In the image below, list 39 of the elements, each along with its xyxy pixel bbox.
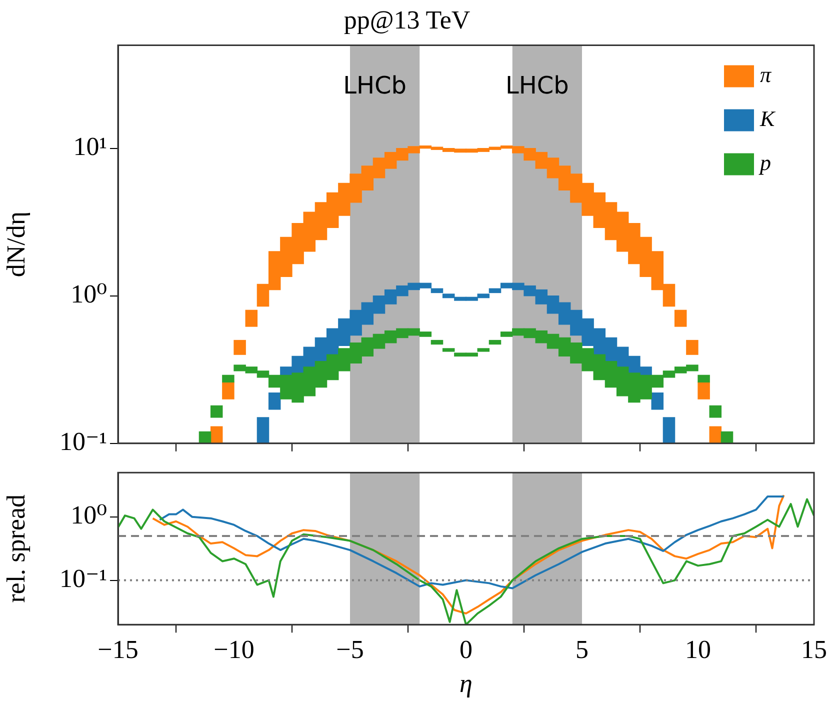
bar [198,431,212,444]
bar [222,382,234,400]
y-tick-label: 10⁰ [70,280,107,309]
y-tick-label: 10⁰ [70,500,107,530]
legend-label: K [759,106,776,131]
x-tick-label: 15 [801,635,827,664]
x-tick-label: 0 [460,635,472,664]
chart-title: pp@13 TeV [344,5,470,34]
x-tick-label: −15 [98,635,138,664]
x-tick-label: 10 [685,635,711,664]
y-tick-label: 10¹ [73,132,107,162]
bar [720,431,734,444]
bar [651,392,664,410]
bar [430,340,444,345]
bar [709,405,722,418]
x-tick-label: −5 [336,635,364,664]
band-label: LHCb [505,71,569,100]
bar [698,374,710,383]
bar [210,405,223,418]
band-label: LHCb [343,71,407,100]
y-axis-title: dN/dη [1,211,30,278]
x-axis-title: η [460,669,472,698]
bar [234,340,246,355]
y-axis-title: rel. spread [1,494,30,603]
bar [698,382,710,400]
y-tick-label: 10⁻¹ [59,427,107,456]
legend-label: π [760,62,772,87]
x-tick-label: −10 [214,635,254,664]
bar [256,417,270,444]
y-tick-label: 10⁻¹ [59,564,107,594]
bar [686,340,698,355]
legend-label: p [758,150,771,175]
bar [662,417,676,444]
bar [488,340,502,345]
bar [268,392,281,410]
bar [222,374,234,383]
bar [245,310,258,327]
x-tick-label: 5 [576,635,588,664]
bar [674,310,687,327]
